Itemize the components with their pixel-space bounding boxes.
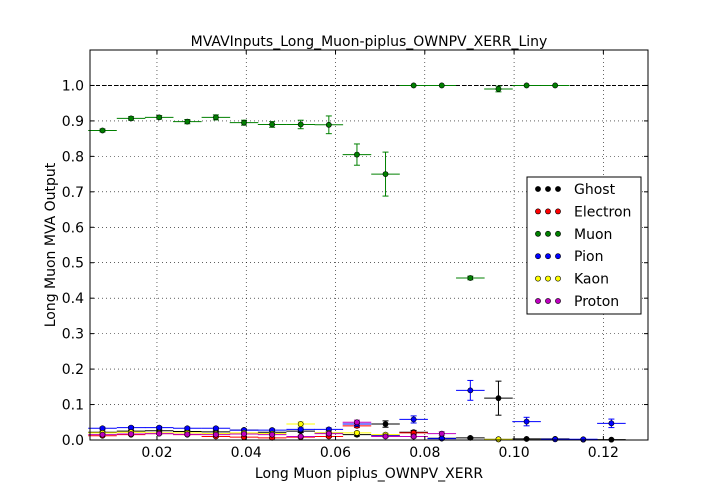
- data-point-muon: [99, 127, 106, 134]
- x-tick-label: 0.02: [141, 445, 172, 461]
- data-point-kaon: [495, 436, 502, 443]
- data-point-muon: [184, 118, 191, 125]
- y-tick-label: 0.4: [62, 291, 84, 307]
- plot-frame: [89, 49, 649, 441]
- data-point-muon: [495, 86, 502, 92]
- data-point-pion: [580, 436, 587, 443]
- x-tick-label: 0.10: [498, 445, 529, 461]
- legend-marker-electron: [555, 208, 561, 215]
- axis-ticks: 0.02 0.04 0.06 0.08 0.10 0.12 0.0 0.1 0.2 0.3 0.4 0…: [62, 50, 648, 461]
- data-point-pion: [523, 418, 530, 425]
- data-point-proton: [184, 431, 191, 438]
- data-point-muon: [297, 121, 304, 128]
- data-point-muon: [438, 82, 445, 89]
- legend-marker-proton: [535, 298, 541, 304]
- legend-marker-proton: [555, 298, 561, 304]
- x-tick-label: 0.06: [320, 445, 351, 461]
- data-point-muon: [354, 151, 360, 158]
- legend-label-muon: Muon: [574, 227, 612, 243]
- legend-marker-pion: [535, 253, 541, 260]
- data-point-muon: [410, 82, 417, 89]
- x-axis-label: Long Muon piplus_OWNPV_XERR: [255, 466, 483, 482]
- legend-label-pion: Pion: [574, 249, 603, 265]
- data-point-proton: [325, 430, 332, 437]
- legend-marker-kaon: [535, 275, 541, 282]
- y-tick-label: 0.1: [62, 398, 84, 414]
- legend-marker-ghost: [535, 186, 541, 192]
- x-tick-label: 0.12: [588, 445, 619, 461]
- data-point-muon: [325, 121, 332, 128]
- data-point-kaon: [297, 421, 304, 427]
- legend-box: [526, 176, 642, 315]
- data-point-pion: [156, 424, 163, 431]
- legend-label-electron: Electron: [574, 204, 631, 220]
- legend-marker-electron: [535, 208, 541, 215]
- data-point-muon: [523, 82, 530, 89]
- y-tick-label: 0.0: [62, 433, 84, 449]
- data-point-muon: [467, 275, 474, 281]
- y-tick-label: 0.7: [62, 185, 84, 201]
- y-tick-label: 0.2: [62, 362, 84, 378]
- data-point-muon: [241, 119, 247, 126]
- data-point-ghost: [523, 436, 530, 442]
- legend-label-proton: Proton: [574, 294, 619, 310]
- y-tick-label: 0.5: [62, 256, 84, 272]
- chart-title: MVAVInputs_Long_Muon-piplus_OWNPV_XERR_L…: [191, 34, 548, 50]
- series-muon: [88, 82, 570, 281]
- data-point-proton: [297, 433, 304, 440]
- data-point-proton: [99, 431, 106, 438]
- legend: Ghost Electron Muon Pion Kaon Proton: [526, 176, 642, 315]
- legend-marker-pion: [545, 253, 551, 260]
- data-point-proton: [269, 431, 276, 438]
- y-tick-label: 1.0: [62, 78, 84, 94]
- data-point-muon: [212, 114, 219, 121]
- legend-label-kaon: Kaon: [574, 272, 609, 288]
- legend-marker-proton: [545, 298, 551, 304]
- data-point-proton: [128, 431, 134, 437]
- data-point-proton: [410, 433, 417, 440]
- data-point-ghost: [382, 421, 389, 427]
- data-point-proton: [212, 431, 219, 438]
- legend-marker-ghost: [545, 186, 551, 192]
- data-point-proton: [438, 430, 445, 437]
- data-point-pion: [467, 387, 474, 394]
- data-point-proton: [354, 419, 360, 426]
- data-point-pion: [552, 436, 559, 443]
- data-point-proton: [156, 430, 163, 437]
- data-point-ghost: [495, 395, 502, 402]
- y-tick-label: 0.3: [62, 327, 84, 343]
- legend-marker-muon: [555, 230, 561, 237]
- legend-marker-kaon: [545, 275, 551, 282]
- y-tick-label: 0.9: [62, 114, 84, 130]
- legend-label-ghost: Ghost: [574, 182, 616, 198]
- data-point-pion: [297, 426, 304, 433]
- x-tick-label: 0.08: [409, 445, 440, 461]
- y-tick-label: 0.8: [62, 149, 84, 165]
- data-point-pion: [212, 425, 219, 432]
- y-axis-label: Long Muon MVA Output: [43, 162, 59, 327]
- series-proton: [88, 419, 457, 440]
- data-point-pion: [608, 420, 615, 427]
- data-point-muon: [269, 121, 276, 128]
- legend-marker-ghost: [555, 186, 561, 192]
- x-tick-label: 0.04: [231, 445, 262, 461]
- legend-marker-kaon: [555, 275, 561, 282]
- legend-marker-muon: [545, 230, 551, 237]
- y-tick-label: 0.6: [62, 220, 84, 236]
- legend-marker-muon: [535, 230, 541, 237]
- data-point-kaon: [354, 430, 360, 436]
- data-point-muon: [156, 114, 163, 121]
- data-point-muon: [552, 82, 559, 89]
- legend-marker-pion: [555, 253, 561, 260]
- data-point-muon: [128, 115, 134, 122]
- data-point-proton: [382, 433, 389, 440]
- legend-marker-electron: [545, 208, 551, 215]
- data-point-pion: [410, 416, 417, 423]
- data-point-proton: [241, 431, 247, 437]
- data-point-muon: [382, 171, 389, 177]
